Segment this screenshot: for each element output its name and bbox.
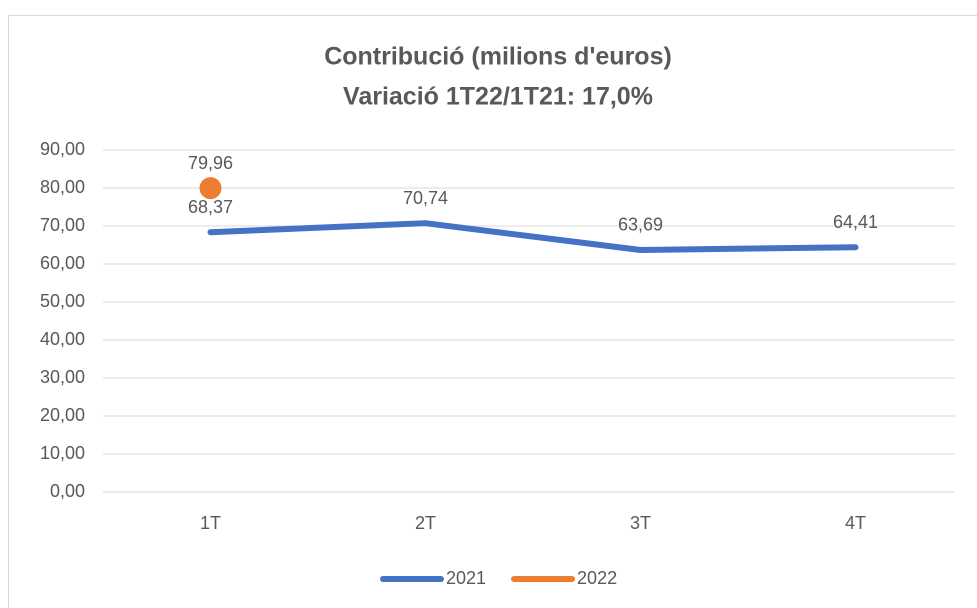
data-label: 70,74 xyxy=(403,188,448,208)
data-label: 79,96 xyxy=(188,153,233,173)
x-tick-label: 2T xyxy=(415,513,436,533)
series-point xyxy=(199,177,222,200)
x-tick-label: 1T xyxy=(200,513,221,533)
x-tick-label: 3T xyxy=(630,513,651,533)
x-tick-label: 4T xyxy=(845,513,866,533)
legend-label: 2021 xyxy=(446,568,486,588)
y-tick-label: 0,00 xyxy=(50,481,85,501)
data-label: 68,37 xyxy=(188,197,233,217)
y-tick-label: 30,00 xyxy=(40,367,85,387)
y-tick-label: 40,00 xyxy=(40,329,85,349)
chart-title: Contribució (milions d'euros) xyxy=(324,43,672,71)
y-tick-label: 20,00 xyxy=(40,405,85,425)
series-line xyxy=(207,220,859,253)
y-tick-label: 70,00 xyxy=(40,215,85,235)
y-tick-label: 80,00 xyxy=(40,177,85,197)
chart-subtitle: Variació 1T22/1T21: 17,0% xyxy=(343,83,653,111)
y-tick-label: 10,00 xyxy=(40,443,85,463)
y-tick-label: 50,00 xyxy=(40,291,85,311)
data-label: 63,69 xyxy=(618,215,663,235)
legend-label: 2022 xyxy=(577,568,617,588)
chart-frame xyxy=(8,15,977,608)
y-tick-label: 90,00 xyxy=(40,139,85,159)
y-tick-label: 60,00 xyxy=(40,253,85,273)
data-label: 64,41 xyxy=(833,212,878,232)
